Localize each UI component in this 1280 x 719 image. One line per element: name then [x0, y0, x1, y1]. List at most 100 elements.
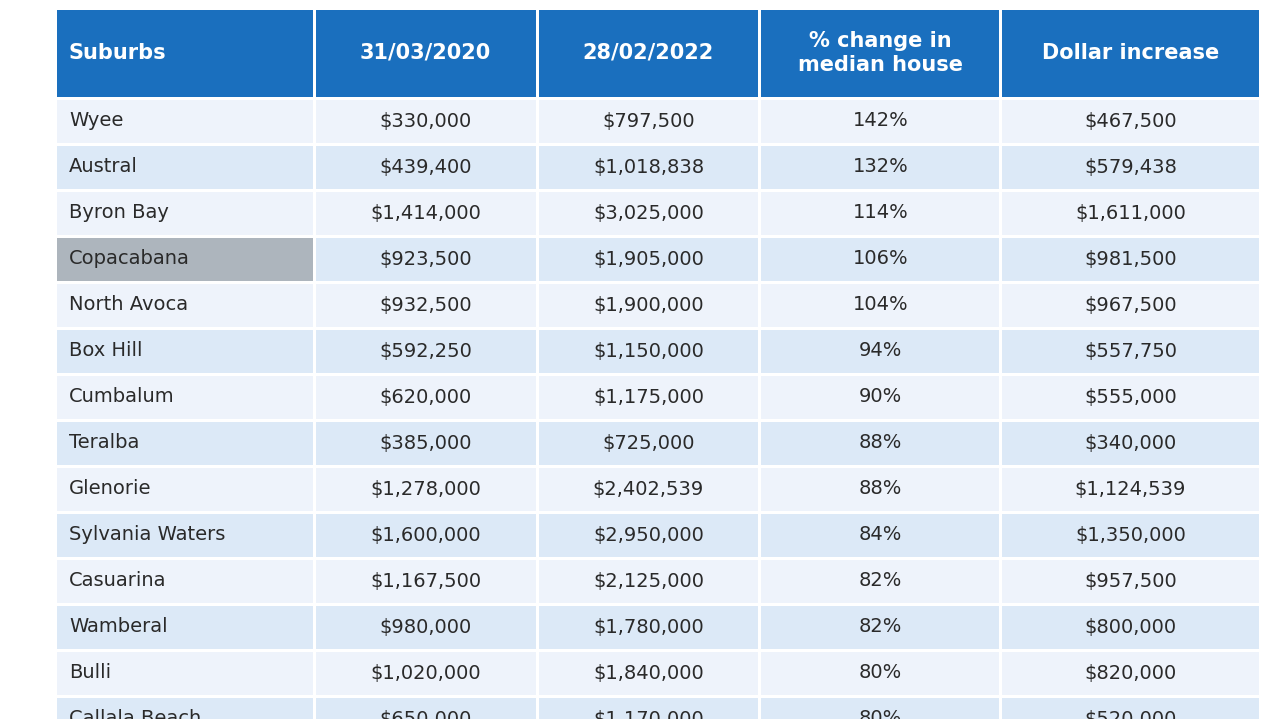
Bar: [316, 375, 535, 418]
Text: $1,600,000: $1,600,000: [370, 526, 481, 544]
Bar: [762, 513, 1000, 557]
Text: $1,278,000: $1,278,000: [370, 480, 481, 498]
Bar: [762, 375, 1000, 418]
Bar: [316, 651, 535, 695]
Text: $555,000: $555,000: [1084, 388, 1176, 406]
Bar: [762, 651, 1000, 695]
Bar: [539, 99, 759, 142]
Bar: [1002, 605, 1258, 649]
Bar: [1002, 697, 1258, 719]
Bar: [56, 513, 312, 557]
Bar: [56, 237, 312, 280]
Text: 82%: 82%: [859, 618, 902, 636]
Bar: [1002, 467, 1258, 510]
Text: 82%: 82%: [859, 572, 902, 590]
Bar: [316, 145, 535, 188]
Text: $330,000: $330,000: [379, 111, 471, 131]
Text: $1,414,000: $1,414,000: [370, 203, 481, 222]
Text: 88%: 88%: [859, 480, 902, 498]
Text: 106%: 106%: [852, 249, 909, 268]
Text: $439,400: $439,400: [379, 157, 472, 176]
Text: Wyee: Wyee: [69, 111, 123, 131]
Bar: [1002, 421, 1258, 464]
Bar: [1002, 513, 1258, 557]
Bar: [316, 237, 535, 280]
Text: North Avoca: North Avoca: [69, 296, 188, 314]
Bar: [316, 329, 535, 372]
Bar: [1002, 9, 1258, 96]
Bar: [539, 283, 759, 326]
Text: $800,000: $800,000: [1084, 618, 1176, 636]
Text: $932,500: $932,500: [379, 296, 472, 314]
Bar: [1002, 651, 1258, 695]
Bar: [539, 697, 759, 719]
Text: $1,170,000: $1,170,000: [593, 710, 704, 719]
Text: $980,000: $980,000: [379, 618, 471, 636]
Text: $1,840,000: $1,840,000: [593, 664, 704, 682]
Bar: [1002, 559, 1258, 603]
Text: 31/03/2020: 31/03/2020: [360, 43, 492, 63]
Text: Cumbalum: Cumbalum: [69, 388, 174, 406]
Bar: [56, 559, 312, 603]
Text: $2,125,000: $2,125,000: [593, 572, 704, 590]
Bar: [56, 651, 312, 695]
Bar: [539, 145, 759, 188]
Text: $2,950,000: $2,950,000: [593, 526, 704, 544]
Text: $1,611,000: $1,611,000: [1075, 203, 1185, 222]
Bar: [56, 697, 312, 719]
Bar: [762, 99, 1000, 142]
Text: 94%: 94%: [859, 342, 902, 360]
Bar: [762, 237, 1000, 280]
Bar: [539, 191, 759, 234]
Text: Callala Beach: Callala Beach: [69, 710, 201, 719]
Bar: [316, 559, 535, 603]
Bar: [316, 513, 535, 557]
Text: Bulli: Bulli: [69, 664, 111, 682]
Bar: [1002, 99, 1258, 142]
Text: Glenorie: Glenorie: [69, 480, 151, 498]
Text: $557,750: $557,750: [1084, 342, 1178, 360]
Text: 80%: 80%: [859, 664, 902, 682]
Bar: [762, 467, 1000, 510]
Bar: [539, 421, 759, 464]
Bar: [1002, 237, 1258, 280]
Text: $1,167,500: $1,167,500: [370, 572, 481, 590]
Text: $1,124,539: $1,124,539: [1075, 480, 1187, 498]
Text: $1,905,000: $1,905,000: [593, 249, 704, 268]
Bar: [1002, 375, 1258, 418]
Bar: [762, 329, 1000, 372]
Bar: [316, 283, 535, 326]
Bar: [539, 513, 759, 557]
Text: 88%: 88%: [859, 434, 902, 452]
Bar: [56, 191, 312, 234]
Bar: [316, 421, 535, 464]
Bar: [56, 375, 312, 418]
Bar: [316, 99, 535, 142]
Text: Box Hill: Box Hill: [69, 342, 142, 360]
Bar: [762, 191, 1000, 234]
Text: $1,350,000: $1,350,000: [1075, 526, 1185, 544]
Text: $520,000: $520,000: [1084, 710, 1176, 719]
Bar: [56, 467, 312, 510]
Text: Wamberal: Wamberal: [69, 618, 168, 636]
Bar: [539, 9, 759, 96]
Bar: [539, 559, 759, 603]
Bar: [316, 697, 535, 719]
Text: $957,500: $957,500: [1084, 572, 1176, 590]
Text: Teralba: Teralba: [69, 434, 140, 452]
Text: 90%: 90%: [859, 388, 902, 406]
Text: Byron Bay: Byron Bay: [69, 203, 169, 222]
Bar: [539, 329, 759, 372]
Bar: [56, 9, 312, 96]
Bar: [539, 375, 759, 418]
Text: $385,000: $385,000: [379, 434, 472, 452]
Text: $1,175,000: $1,175,000: [593, 388, 704, 406]
Bar: [56, 605, 312, 649]
Text: $3,025,000: $3,025,000: [593, 203, 704, 222]
Text: $1,018,838: $1,018,838: [593, 157, 704, 176]
Bar: [1002, 145, 1258, 188]
Text: 142%: 142%: [852, 111, 909, 131]
Bar: [762, 559, 1000, 603]
Text: Casuarina: Casuarina: [69, 572, 166, 590]
Bar: [316, 191, 535, 234]
